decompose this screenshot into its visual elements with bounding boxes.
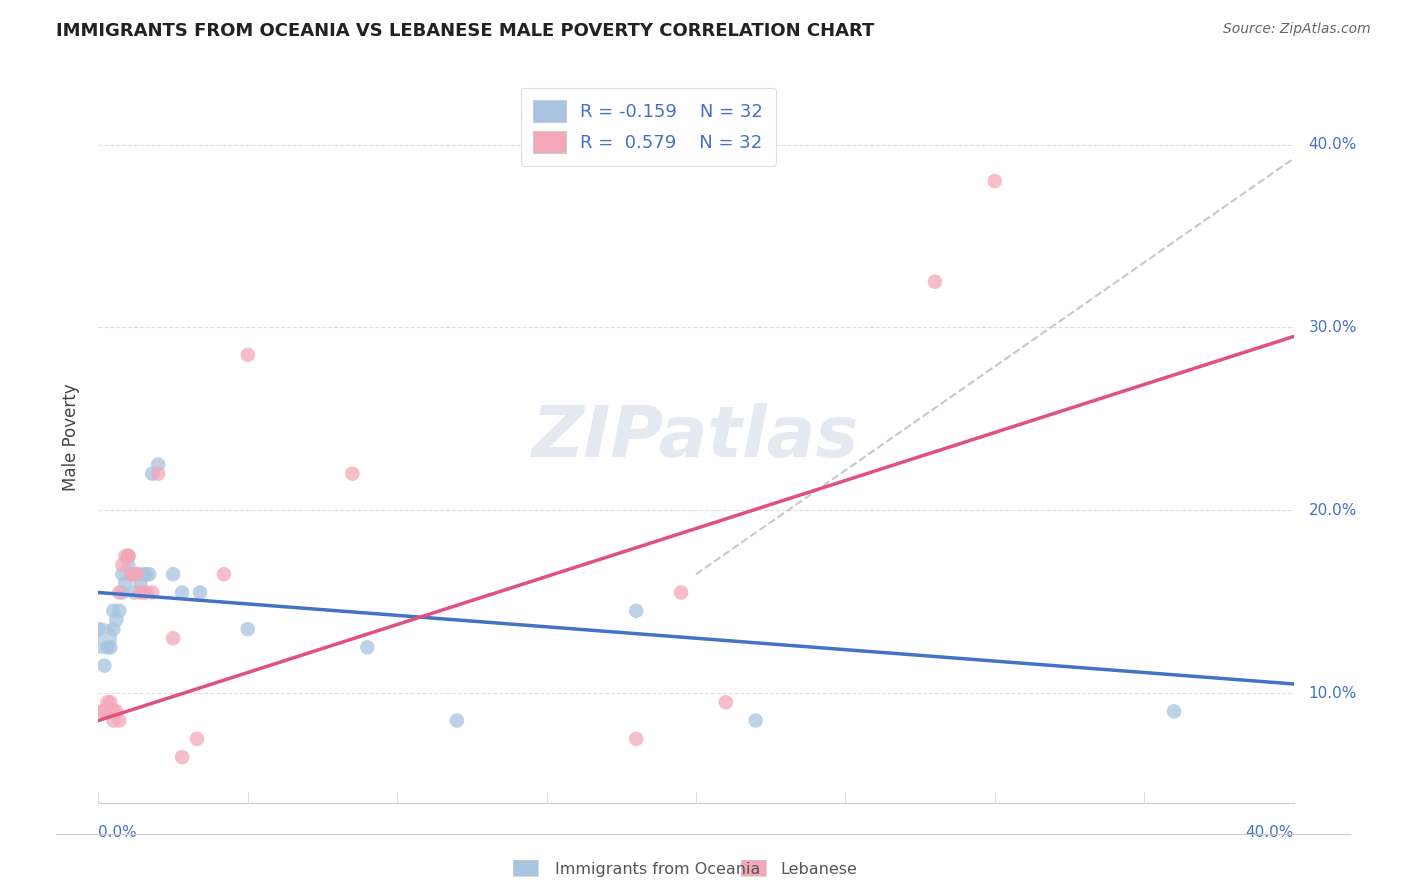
Point: [108, 585, 131, 599]
Point: [120, 567, 142, 582]
Point: [124, 567, 146, 582]
Text: 10.0%: 10.0%: [1309, 686, 1357, 700]
Point: [745, 714, 768, 728]
Point: [124, 585, 146, 599]
Point: [129, 576, 152, 591]
Point: [103, 622, 125, 636]
Point: [1163, 705, 1185, 719]
Point: [148, 458, 170, 472]
Point: [138, 567, 160, 582]
Point: [114, 549, 136, 563]
Point: [127, 567, 149, 582]
Point: [162, 567, 184, 582]
Point: [714, 695, 737, 709]
Y-axis label: Male Poverty: Male Poverty: [62, 384, 80, 491]
Point: [669, 585, 692, 599]
Point: [129, 585, 152, 599]
Point: [117, 549, 139, 563]
Point: [186, 731, 208, 746]
Point: [93, 705, 115, 719]
Point: [111, 585, 134, 599]
Point: [127, 567, 149, 582]
Point: [103, 705, 125, 719]
Text: Immigrants from Oceania: Immigrants from Oceania: [555, 863, 761, 877]
Point: [148, 467, 170, 481]
Point: [105, 613, 128, 627]
Text: 30.0%: 30.0%: [1309, 320, 1357, 334]
Point: [132, 585, 155, 599]
Text: IMMIGRANTS FROM OCEANIA VS LEBANESE MALE POVERTY CORRELATION CHART: IMMIGRANTS FROM OCEANIA VS LEBANESE MALE…: [56, 22, 875, 40]
Point: [120, 567, 142, 582]
Point: [105, 705, 128, 719]
Point: [356, 640, 378, 655]
Point: [236, 622, 259, 636]
Point: [108, 714, 131, 728]
Text: Source: ZipAtlas.com: Source: ZipAtlas.com: [1223, 22, 1371, 37]
Point: [117, 549, 139, 563]
Point: [117, 558, 139, 573]
Point: [103, 604, 125, 618]
Point: [96, 640, 118, 655]
Point: [114, 576, 136, 591]
Point: [141, 585, 163, 599]
Text: 0.0%: 0.0%: [98, 825, 138, 839]
Point: [98, 640, 122, 655]
Point: [984, 174, 1007, 188]
Point: [96, 695, 118, 709]
Point: [135, 585, 157, 599]
Point: [90, 632, 112, 646]
Point: [108, 604, 131, 618]
Point: [172, 585, 194, 599]
Text: Lebanese: Lebanese: [780, 863, 858, 877]
Point: [98, 695, 122, 709]
Point: [87, 622, 110, 636]
Point: [236, 348, 259, 362]
Point: [188, 585, 211, 599]
Point: [111, 567, 134, 582]
Point: [141, 467, 163, 481]
Point: [93, 658, 115, 673]
Point: [626, 731, 648, 746]
Point: [90, 705, 112, 719]
Text: ZIPatlas: ZIPatlas: [533, 402, 859, 472]
Text: 20.0%: 20.0%: [1309, 503, 1357, 517]
Legend: R = -0.159    N = 32, R =  0.579    N = 32: R = -0.159 N = 32, R = 0.579 N = 32: [520, 87, 776, 166]
Point: [135, 567, 157, 582]
Text: 40.0%: 40.0%: [1309, 137, 1357, 152]
Point: [212, 567, 235, 582]
Point: [172, 750, 194, 764]
Point: [117, 549, 139, 563]
Point: [342, 467, 364, 481]
Point: [446, 714, 468, 728]
Point: [103, 714, 125, 728]
Point: [111, 558, 134, 573]
Point: [924, 275, 946, 289]
Point: [124, 567, 146, 582]
Point: [162, 632, 184, 646]
Point: [626, 604, 648, 618]
Point: [132, 567, 155, 582]
Text: 40.0%: 40.0%: [1246, 825, 1294, 839]
